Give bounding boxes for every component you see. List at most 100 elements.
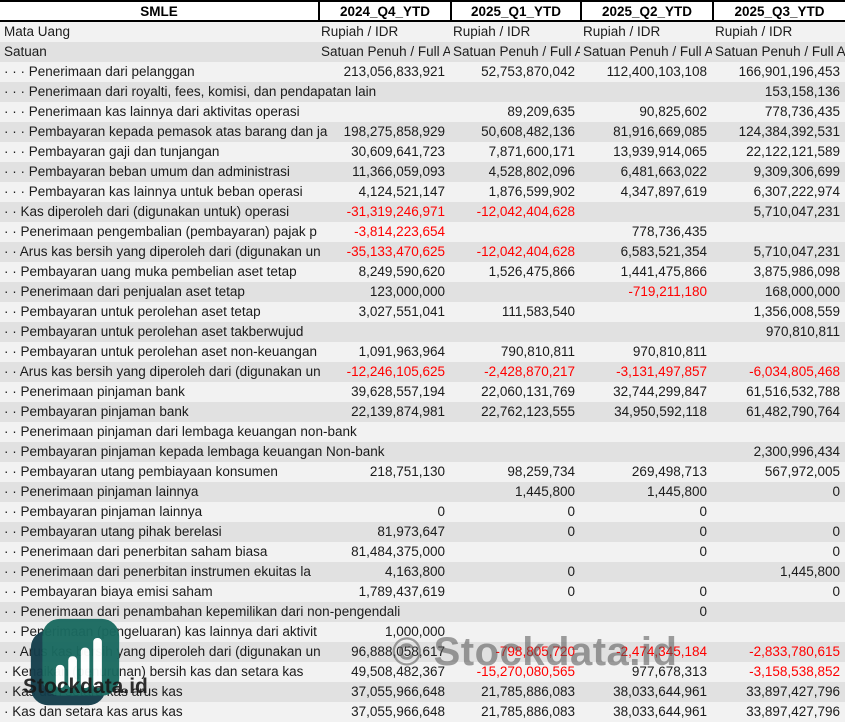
- cell-2025-q3[interactable]: 3,875,986,098: [753, 264, 840, 279]
- row-label[interactable]: · · Penerimaan dari penerbitan instrumen…: [4, 564, 311, 579]
- row-label[interactable]: · Kenaikan (penurunan) bersih kas dan se…: [4, 664, 304, 679]
- cell-2025-q3[interactable]: 33,897,427,796: [746, 704, 840, 719]
- cell-2024-q4[interactable]: -31,319,246,971: [346, 204, 445, 219]
- cell-2025-q3[interactable]: 6,307,222,974: [753, 184, 840, 199]
- cell-2025-q1[interactable]: 21,785,886,083: [481, 684, 575, 699]
- cell-2025-q2[interactable]: 0: [699, 604, 707, 619]
- row-label[interactable]: · · Penerimaan pinjaman bank: [4, 384, 185, 399]
- cell-2025-q3[interactable]: 61,516,532,788: [746, 384, 840, 399]
- row-label[interactable]: · · Pembayaran utang pihak berelasi: [4, 524, 222, 539]
- cell-2025-q2[interactable]: [580, 322, 712, 342]
- cell-2025-q1[interactable]: 22,762,123,555: [481, 404, 575, 419]
- cell-2025-q3[interactable]: 1,445,800: [779, 564, 840, 579]
- row-label[interactable]: · · Penerimaan pinjaman dari lembaga keu…: [4, 424, 357, 439]
- row-label[interactable]: Mata Uang: [4, 24, 71, 39]
- cell-2025-q1[interactable]: Satuan Penuh / Full A: [453, 44, 580, 59]
- cell-2024-q4[interactable]: 198,275,858,929: [343, 124, 445, 139]
- cell-2025-q1[interactable]: -12,042,404,628: [476, 244, 575, 259]
- cell-2024-q4[interactable]: 3,027,551,041: [358, 304, 445, 319]
- row-label[interactable]: · · Penerimaan pinjaman lainnya: [4, 484, 199, 499]
- cell-2024-q4[interactable]: Rupiah / IDR: [321, 24, 399, 39]
- cell-2025-q2[interactable]: 13,939,914,065: [613, 144, 707, 159]
- cell-2024-q4[interactable]: 1,789,437,619: [358, 584, 445, 599]
- row-label[interactable]: · · · Penerimaan dari pelanggan: [4, 64, 195, 79]
- row-label[interactable]: · · Pembayaran uang muka pembelian aset …: [4, 264, 297, 279]
- cell-2025-q1[interactable]: 7,871,600,171: [488, 144, 575, 159]
- cell-2025-q3[interactable]: 124,384,392,531: [738, 124, 840, 139]
- cell-2024-q4[interactable]: 8,249,590,620: [358, 264, 445, 279]
- cell-2025-q2[interactable]: 4,347,897,619: [620, 184, 707, 199]
- cell-2024-q4[interactable]: Satuan Penuh / Full A: [321, 44, 450, 59]
- cell-2024-q4[interactable]: 81,973,647: [377, 524, 445, 539]
- cell-2025-q1[interactable]: -15,270,080,565: [476, 664, 575, 679]
- cell-2024-q4[interactable]: 1,000,000: [384, 624, 445, 639]
- cell-2025-q2[interactable]: 38,033,644,961: [613, 684, 707, 699]
- cell-2025-q2[interactable]: Rupiah / IDR: [583, 24, 661, 39]
- row-label[interactable]: · · Pembayaran pinjaman lainnya: [4, 504, 203, 519]
- cell-2024-q4[interactable]: 96,888,058,617: [351, 644, 445, 659]
- cell-2025-q3[interactable]: 0: [832, 544, 840, 559]
- cell-2025-q1[interactable]: [450, 442, 580, 462]
- cell-2025-q2[interactable]: -2,474,345,184: [616, 644, 707, 659]
- cell-2025-q1[interactable]: -798,805,720: [495, 644, 575, 659]
- cell-2024-q4[interactable]: -35,133,470,625: [346, 244, 445, 259]
- cell-2024-q4[interactable]: [318, 102, 450, 122]
- cell-2024-q4[interactable]: 4,124,521,147: [358, 184, 445, 199]
- cell-2025-q3[interactable]: 153,158,136: [764, 84, 840, 99]
- cell-2025-q1[interactable]: 1,526,475,866: [488, 264, 575, 279]
- header-period-2024-q4[interactable]: 2024_Q4_YTD: [318, 2, 450, 20]
- cell-2025-q2[interactable]: Satuan Penuh / Full A: [583, 44, 712, 59]
- row-label[interactable]: · · · Penerimaan dari royalti, fees, kom…: [4, 84, 377, 99]
- header-period-2025-q3[interactable]: 2025_Q3_YTD: [712, 2, 845, 20]
- row-label[interactable]: · · Pembayaran utang pembiayaan konsumen: [4, 464, 278, 479]
- row-label[interactable]: · · Penerimaan dari penambahan kepemilik…: [4, 604, 401, 619]
- cell-2025-q3[interactable]: [712, 222, 845, 242]
- row-label[interactable]: · · Penerimaan dari penerbitan saham bia…: [4, 544, 268, 559]
- header-period-2025-q2[interactable]: 2025_Q2_YTD: [580, 2, 712, 20]
- cell-2025-q2[interactable]: 269,498,713: [631, 464, 707, 479]
- cell-2024-q4[interactable]: 39,628,557,194: [351, 384, 445, 399]
- row-label[interactable]: · · Pembayaran untuk perolehan aset teta…: [4, 304, 261, 319]
- row-label[interactable]: · · · Pembayaran gaji dan tunjangan: [4, 144, 220, 159]
- cell-2025-q2[interactable]: 970,810,811: [632, 344, 707, 359]
- cell-2024-q4[interactable]: 123,000,000: [369, 284, 445, 299]
- cell-2025-q1[interactable]: 1,876,599,902: [488, 184, 575, 199]
- cell-2025-q3[interactable]: [712, 602, 845, 622]
- header-ticker[interactable]: SMLE: [140, 3, 178, 19]
- cell-2025-q2[interactable]: -3,131,497,857: [616, 364, 707, 379]
- row-label[interactable]: · · Penerimaan pengembalian (pembayaran)…: [4, 224, 317, 239]
- cell-2025-q2[interactable]: 112,400,103,108: [606, 64, 707, 79]
- cell-2024-q4[interactable]: 37,055,966,648: [351, 704, 445, 719]
- cell-2025-q2[interactable]: 0: [699, 584, 707, 599]
- cell-2025-q1[interactable]: [450, 82, 580, 102]
- cell-2025-q1[interactable]: 0: [567, 584, 575, 599]
- cell-2025-q2[interactable]: 778,736,435: [631, 224, 707, 239]
- cell-2025-q3[interactable]: 166,901,196,453: [738, 64, 840, 79]
- cell-2025-q1[interactable]: -2,428,870,217: [484, 364, 575, 379]
- cell-2025-q3[interactable]: 778,736,435: [764, 104, 840, 119]
- cell-2025-q3[interactable]: 0: [832, 484, 840, 499]
- row-label[interactable]: · · Penerimaan (pengeluaran) kas lainnya…: [4, 624, 317, 639]
- cell-2025-q2[interactable]: 6,481,663,022: [620, 164, 707, 179]
- cell-2025-q1[interactable]: 21,785,886,083: [481, 704, 575, 719]
- cell-2025-q2[interactable]: 90,825,602: [639, 104, 707, 119]
- row-label[interactable]: · · Pembayaran pinjaman bank: [4, 404, 189, 419]
- cell-2025-q2[interactable]: 81,916,669,085: [613, 124, 707, 139]
- cell-2024-q4[interactable]: 213,056,833,921: [343, 64, 445, 79]
- cell-2025-q2[interactable]: [580, 82, 712, 102]
- cell-2025-q3[interactable]: 61,482,790,764: [746, 404, 840, 419]
- cell-2024-q4[interactable]: [318, 482, 450, 502]
- cell-2024-q4[interactable]: 1,091,963,964: [358, 344, 445, 359]
- cell-2025-q2[interactable]: 34,950,592,118: [614, 404, 707, 419]
- cell-2025-q2[interactable]: 0: [699, 544, 707, 559]
- row-label[interactable]: · · · Penerimaan kas lainnya dari aktivi…: [4, 104, 300, 119]
- cell-2025-q1[interactable]: [450, 622, 580, 642]
- cell-2025-q1[interactable]: 52,753,870,042: [481, 64, 575, 79]
- cell-2025-q3[interactable]: [712, 622, 845, 642]
- cell-2025-q1[interactable]: 98,259,734: [507, 464, 575, 479]
- row-label[interactable]: · · Arus kas bersih yang diperoleh dari …: [4, 244, 321, 259]
- cell-2025-q3[interactable]: 5,710,047,231: [753, 244, 840, 259]
- cell-2025-q1[interactable]: 1,445,800: [514, 484, 575, 499]
- cell-2025-q3[interactable]: 168,000,000: [764, 284, 840, 299]
- cell-2024-q4[interactable]: 0: [437, 504, 445, 519]
